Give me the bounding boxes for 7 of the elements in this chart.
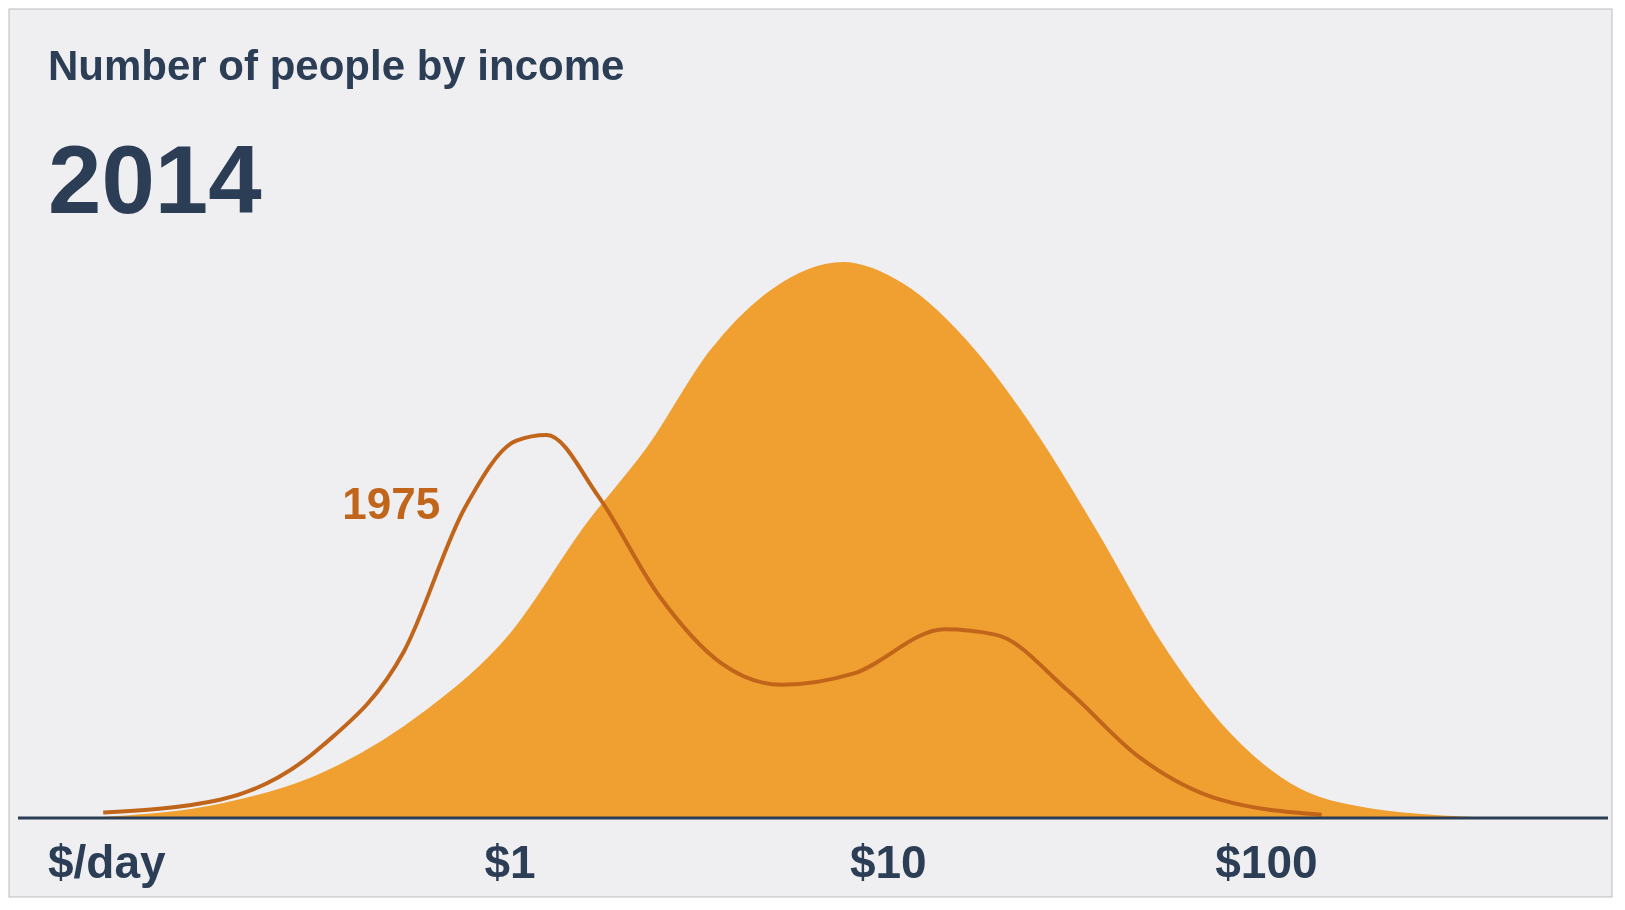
- x-tick-label: $1: [484, 836, 536, 888]
- x-axis-title: $/day: [48, 836, 167, 888]
- x-tick-label: $10: [849, 836, 927, 888]
- series-label: 1975: [342, 479, 441, 529]
- x-tick-label: $100: [1215, 836, 1318, 888]
- chart-title: Number of people by income: [48, 42, 625, 89]
- chart-subtitle: 2014: [48, 126, 262, 233]
